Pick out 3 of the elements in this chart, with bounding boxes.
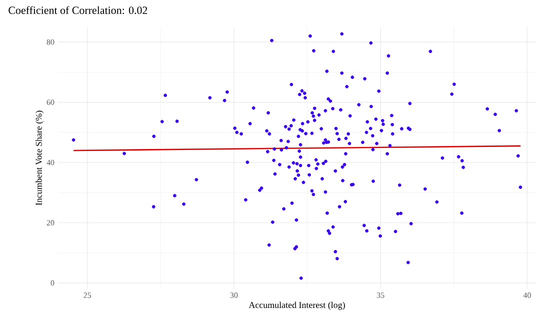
x-axis-title: Accumulated Interest (log): [248, 302, 345, 310]
chart-title: Coefficient of Correlation: 0.02: [8, 6, 148, 14]
y-axis-title: Incumbent Vote Share (%): [36, 110, 44, 206]
